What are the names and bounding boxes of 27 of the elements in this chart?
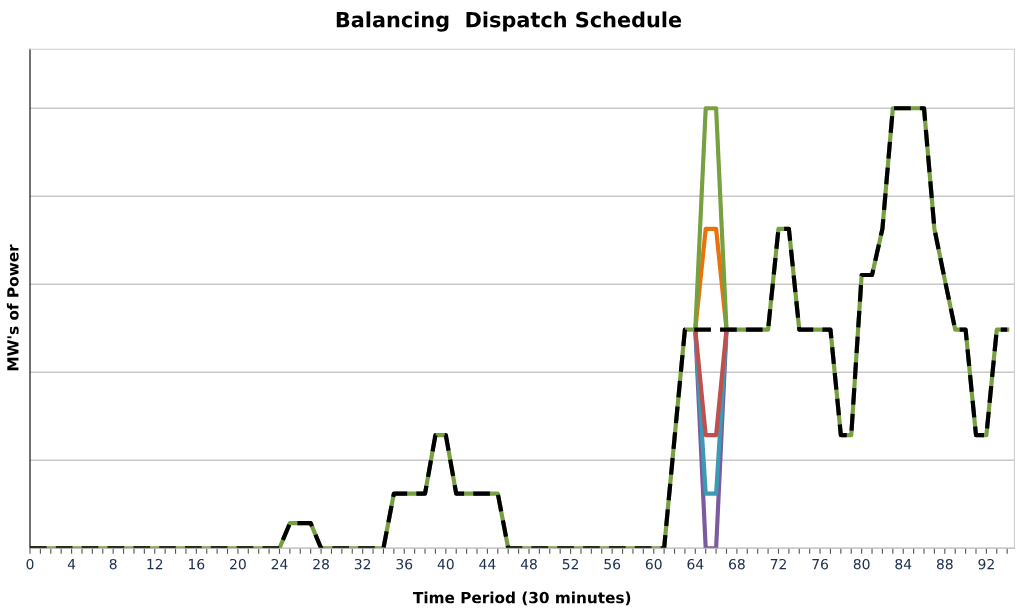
x-tick-label: 60 xyxy=(645,558,662,570)
x-tick-label: 92 xyxy=(978,558,994,570)
x-tick-label: 88 xyxy=(936,558,953,570)
x-tick-label: 80 xyxy=(853,558,870,570)
x-tick-label: 36 xyxy=(396,558,413,570)
x-tick-label: 64 xyxy=(687,558,704,570)
x-tick-label: 68 xyxy=(729,558,745,570)
x-tick-label: 20 xyxy=(230,558,246,570)
x-tick-label: 24 xyxy=(271,558,288,570)
x-axis-title: Time Period (30 minutes) xyxy=(413,591,631,606)
x-tick-label: 44 xyxy=(479,559,496,570)
x-tick-label: 4 xyxy=(67,559,76,570)
x-tick-label: 52 xyxy=(562,558,579,570)
x-tick-label: 56 xyxy=(604,558,621,570)
x-tick-label: 48 xyxy=(520,558,537,570)
x-tick-label: 76 xyxy=(812,558,829,570)
x-tick-label: 28 xyxy=(313,558,329,570)
y-axis-title: MW's of Power xyxy=(6,244,19,371)
x-tick-label: 0 xyxy=(26,558,34,570)
x-tick-label: 40 xyxy=(437,558,454,570)
x-tick-label: 16 xyxy=(189,558,205,570)
x-tick-label: 72 xyxy=(770,558,786,570)
x-tick-label: 12 xyxy=(147,558,163,570)
chart-title: Balancing Dispatch Schedule xyxy=(336,11,682,32)
x-tick-label: 84 xyxy=(895,558,912,570)
x-tick-label: 32 xyxy=(354,558,371,570)
x-tick-label: 8 xyxy=(109,558,117,570)
